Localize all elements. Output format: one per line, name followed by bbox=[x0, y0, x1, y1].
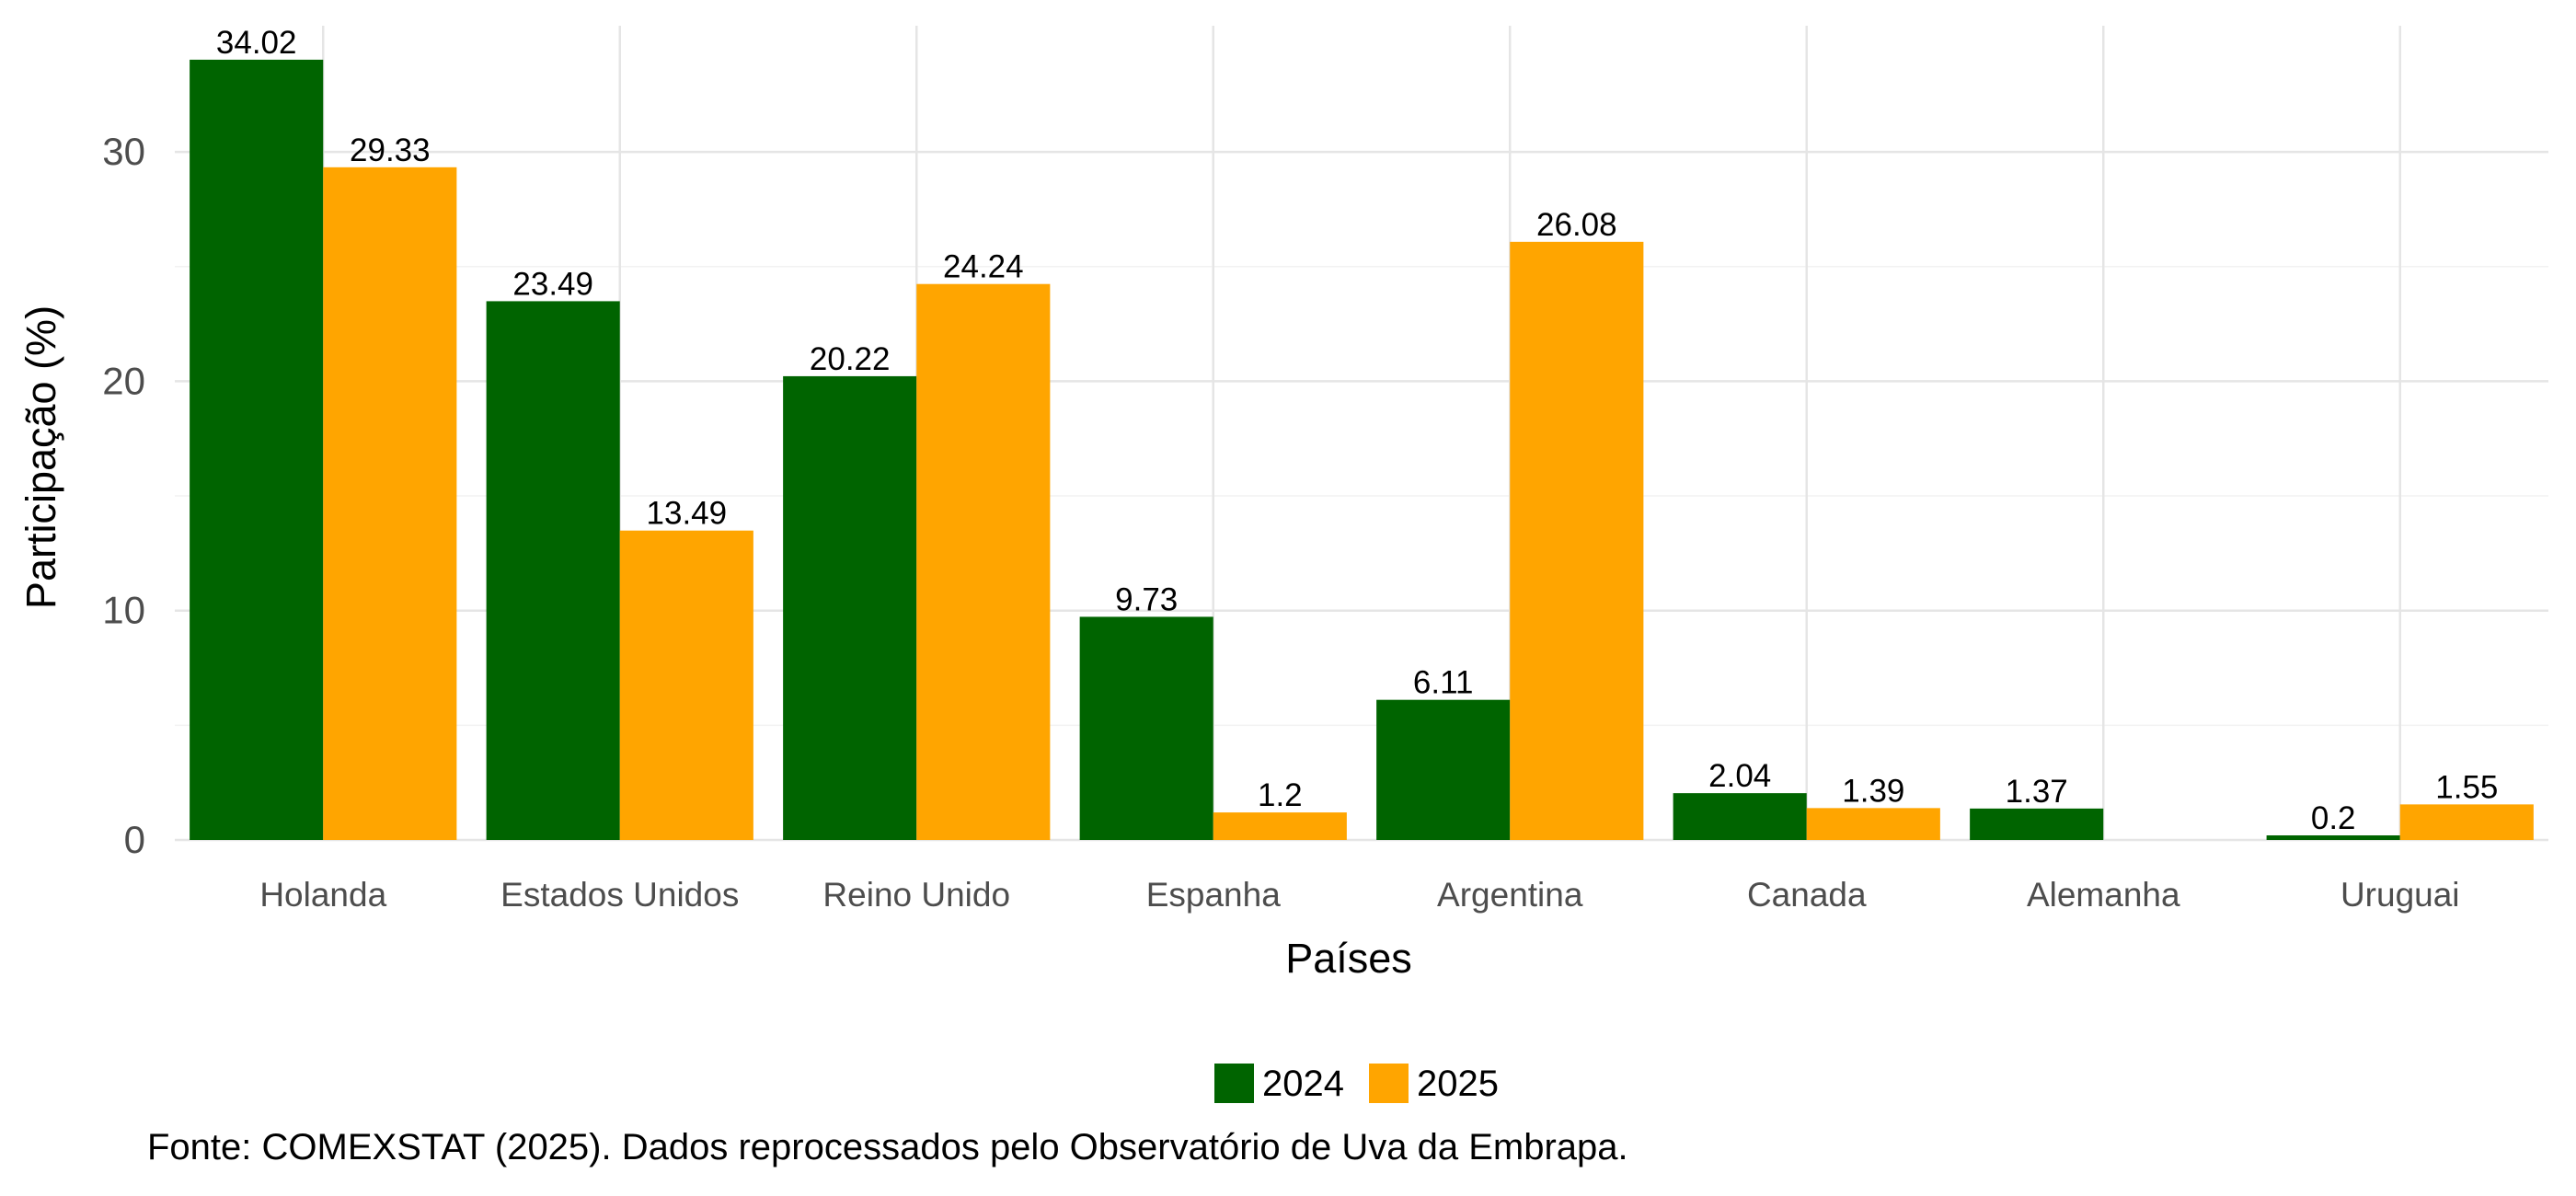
data-labels-layer: 34.02 29.33 23.49 13.49 20.22 24.24 9.73 1.2 6.1… bbox=[216, 25, 2498, 836]
data-label: 24.24 bbox=[943, 249, 1024, 285]
bar-2024-reino-unido bbox=[783, 375, 917, 840]
y-axis-ticks: 0 10 20 30 bbox=[102, 130, 145, 861]
legend-swatch-2024 bbox=[1214, 1064, 1254, 1103]
data-label: 0.2 bbox=[2311, 800, 2356, 836]
legend-label: 2024 bbox=[1262, 1064, 1344, 1104]
data-label: 20.22 bbox=[810, 341, 891, 377]
y-axis-title: Participação (%) bbox=[17, 305, 64, 609]
data-label: 2.04 bbox=[1708, 758, 1771, 794]
bar-2025-reino-unido bbox=[916, 283, 1051, 840]
bar-2025-argentina bbox=[1510, 241, 1644, 840]
bar-2025-espanha bbox=[1213, 812, 1347, 840]
x-tick-label: Uruguai bbox=[2340, 876, 2460, 914]
data-label: 1.39 bbox=[1842, 773, 1904, 809]
legend-label: 2025 bbox=[1417, 1064, 1499, 1104]
y-tick-label: 20 bbox=[102, 359, 145, 402]
bar-2024-canada bbox=[1673, 793, 1807, 840]
bar-2025-estados-unidos bbox=[619, 530, 753, 840]
data-label: 1.2 bbox=[1258, 777, 1303, 813]
x-tick-label: Reino Unido bbox=[822, 876, 1010, 914]
bar-2024-uruguai bbox=[2266, 835, 2400, 840]
bar-2024-alemanha bbox=[1970, 808, 2104, 840]
y-tick-label: 30 bbox=[102, 130, 145, 173]
chart-caption: Fonte: COMEXSTAT (2025). Dados reprocess… bbox=[147, 1127, 1628, 1167]
x-tick-label: Argentina bbox=[1437, 876, 1583, 914]
data-label: 1.37 bbox=[2006, 774, 2068, 810]
data-label: 6.11 bbox=[1413, 665, 1474, 701]
data-label: 13.49 bbox=[647, 496, 728, 532]
y-tick-label: 10 bbox=[102, 589, 145, 632]
data-label: 29.33 bbox=[350, 132, 431, 168]
bar-2025-holanda bbox=[323, 167, 457, 840]
y-tick-label: 0 bbox=[124, 818, 145, 861]
bar-2024-estados-unidos bbox=[486, 301, 620, 840]
legend: 2024 2025 bbox=[1214, 1064, 1499, 1104]
bar-2024-argentina bbox=[1376, 699, 1511, 840]
data-label: 26.08 bbox=[1536, 207, 1617, 243]
x-tick-label: Canada bbox=[1747, 876, 1867, 914]
data-label: 9.73 bbox=[1115, 581, 1178, 617]
bar-2025-uruguai bbox=[2399, 804, 2534, 840]
x-axis-ticks: Holanda Estados Unidos Reino Unido Espanha A… bbox=[259, 876, 2459, 914]
x-tick-label: Alemanha bbox=[2027, 876, 2180, 914]
bar-2024-holanda bbox=[190, 59, 324, 841]
x-tick-label: Estados Unidos bbox=[500, 876, 739, 914]
legend-swatch-2025 bbox=[1369, 1064, 1409, 1103]
bars-layer bbox=[190, 59, 2534, 841]
bar-2025-canada bbox=[1806, 808, 1940, 840]
x-axis-title: Países bbox=[1285, 935, 1412, 982]
bar-2024-espanha bbox=[1079, 616, 1213, 840]
x-tick-label: Espanha bbox=[1146, 876, 1281, 914]
x-tick-label: Holanda bbox=[259, 876, 386, 914]
data-label: 1.55 bbox=[2435, 769, 2498, 805]
data-label: 23.49 bbox=[512, 266, 593, 302]
data-label: 34.02 bbox=[216, 25, 297, 61]
